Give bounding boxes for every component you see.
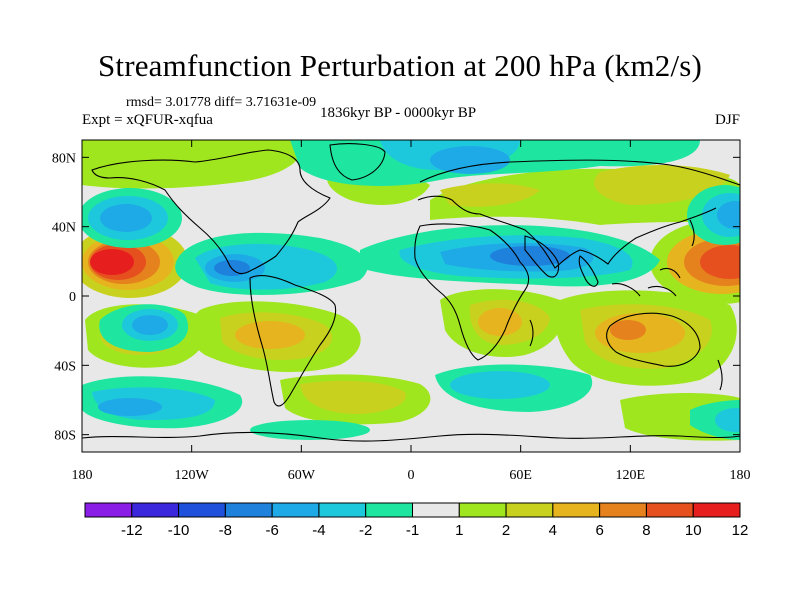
coast-madagascar xyxy=(529,319,534,347)
colorbar-swatch xyxy=(131,502,180,518)
colorbar-swatch xyxy=(224,502,273,518)
colorbar-swatch xyxy=(365,502,414,518)
contour-siberia-low xyxy=(430,146,510,174)
contour-south-atlantic-high-level2 xyxy=(300,380,406,414)
coast-antarctica xyxy=(82,431,740,442)
colorbar-swatch xyxy=(645,502,694,518)
coast-arabia-india xyxy=(524,235,599,287)
lat-tick-label: 80S xyxy=(54,429,76,444)
lon-tick-label: 180 xyxy=(730,468,751,483)
colorbar-swatch xyxy=(599,502,647,518)
contour-southeast-low-level2 xyxy=(715,408,740,432)
coast-greenland xyxy=(329,143,386,181)
map-panel xyxy=(82,140,740,452)
contour-field xyxy=(82,140,740,441)
contour-pacific-high-level5 xyxy=(90,249,134,275)
lon-tick-label: 60W xyxy=(288,468,316,483)
colorbar-swatch xyxy=(505,502,554,518)
colorbar-label: -1 xyxy=(406,522,419,539)
colorbar-label: -6 xyxy=(265,522,278,539)
stats-text: rmsd= 3.01778 diff= 3.71631e-09 xyxy=(126,95,317,110)
colorbar: -12 -10 -8 -6 -4 -2 -1 1 2 4 6 8 10 12 xyxy=(84,502,749,539)
lat-tick-label: 0 xyxy=(69,290,76,305)
colorbar-swatch xyxy=(412,502,460,518)
lon-tick-label: 0 xyxy=(408,468,415,483)
lon-tick-label: 120W xyxy=(175,468,210,483)
colorbar-swatch xyxy=(271,502,320,518)
contour-south-pacific-low-level3 xyxy=(132,315,168,335)
period-label: 1836kyr BP - 0000kyr BP xyxy=(320,105,477,121)
colorbar-label: 4 xyxy=(549,522,557,539)
colorbar-label: 12 xyxy=(732,522,749,539)
season-label: DJF xyxy=(714,112,740,128)
colorbar-swatch xyxy=(692,502,741,518)
contour-south-indian-low-level2 xyxy=(450,371,550,399)
contour-positive-arctic xyxy=(82,140,303,189)
coast-africa xyxy=(414,223,530,361)
colorbar-swatch xyxy=(84,502,133,518)
coast-eurasia xyxy=(417,159,740,269)
colorbar-label: 1 xyxy=(455,522,463,539)
contour-southern-ocean-low-level3 xyxy=(98,398,162,416)
colorbar-label: -12 xyxy=(121,522,143,539)
colorbar-label: 10 xyxy=(685,522,702,539)
contour-east-pacific-high-level4 xyxy=(700,245,740,279)
lon-tick-label: 60E xyxy=(509,468,532,483)
coast-japan xyxy=(689,219,695,247)
coast-australia xyxy=(606,312,701,367)
colorbar-label: 6 xyxy=(595,522,603,539)
contour-positive-europe xyxy=(440,183,540,207)
colorbar-swatch xyxy=(318,502,367,518)
coast-maritime-continent xyxy=(611,267,681,297)
coast-north-america xyxy=(91,149,331,275)
colorbar-label: -8 xyxy=(219,522,232,539)
figure-title: Streamfunction Perturbation at 200 hPa (… xyxy=(97,48,703,83)
lat-tick-label: 40S xyxy=(54,359,76,374)
coastlines xyxy=(82,143,740,442)
contour-africa-high-level3 xyxy=(478,308,522,336)
contour-south-america-high-level3 xyxy=(235,321,305,349)
colorbar-label: -2 xyxy=(359,522,372,539)
contour-ne-pacific-low-level3 xyxy=(717,201,740,229)
lon-tick-label: 180 xyxy=(72,468,93,483)
longitude-axis: 180 120W 60W 0 60E 120E 180 xyxy=(72,140,751,483)
contour-nw-pacific-low-level3 xyxy=(100,204,152,232)
colorbar-label: -4 xyxy=(312,522,325,539)
colorbar-swatch xyxy=(552,502,601,518)
colorbar-label: 8 xyxy=(642,522,650,539)
experiment-label: Expt = xQFUR-xqfua xyxy=(82,112,213,128)
colorbar-label: 2 xyxy=(502,522,510,539)
lat-tick-label: 40N xyxy=(52,221,76,236)
contour-australia-high-level4 xyxy=(610,320,646,340)
coast-south-america xyxy=(249,275,337,407)
colorbar-swatch xyxy=(178,502,226,518)
colorbar-label: -10 xyxy=(168,522,190,539)
latitude-axis: 80N 40N 0 40S 80S xyxy=(52,151,740,444)
contour-positive-siberia xyxy=(594,164,730,205)
lat-tick-label: 80N xyxy=(52,151,76,166)
lon-tick-label: 120E xyxy=(616,468,646,483)
contour-antarctic-low xyxy=(250,420,370,440)
colorbar-swatch xyxy=(458,502,507,518)
coast-new-zealand xyxy=(717,359,723,391)
